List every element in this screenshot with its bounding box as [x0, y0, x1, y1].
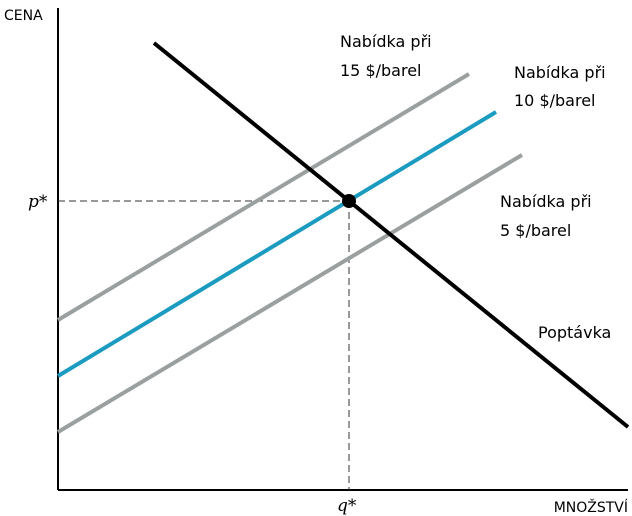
price-label-p-star: p*	[28, 192, 48, 212]
demand-curve	[152, 41, 630, 429]
supply-curve-10	[56, 110, 498, 378]
supply-10-label-line2: 10 $/barel	[514, 91, 596, 110]
supply-5-label-line1: Nabídka při	[500, 192, 592, 211]
supply-15-label-line1: Nabídka při	[340, 32, 432, 51]
demand-label: Poptávka	[538, 323, 611, 342]
y-axis-label: CENA	[4, 8, 43, 24]
x-axis-label: MNOŽSTVÍ	[554, 498, 628, 516]
supply-curve-5	[56, 153, 524, 434]
supply-10-label-line1: Nabídka při	[514, 63, 606, 82]
quantity-label-q-star: q*	[337, 496, 357, 516]
supply-15-label-line2: 15 $/barel	[340, 61, 422, 80]
supply-5-label-line2: 5 $/barel	[500, 221, 571, 240]
equilibrium-point	[342, 194, 356, 208]
supply-curve-15	[56, 72, 471, 322]
